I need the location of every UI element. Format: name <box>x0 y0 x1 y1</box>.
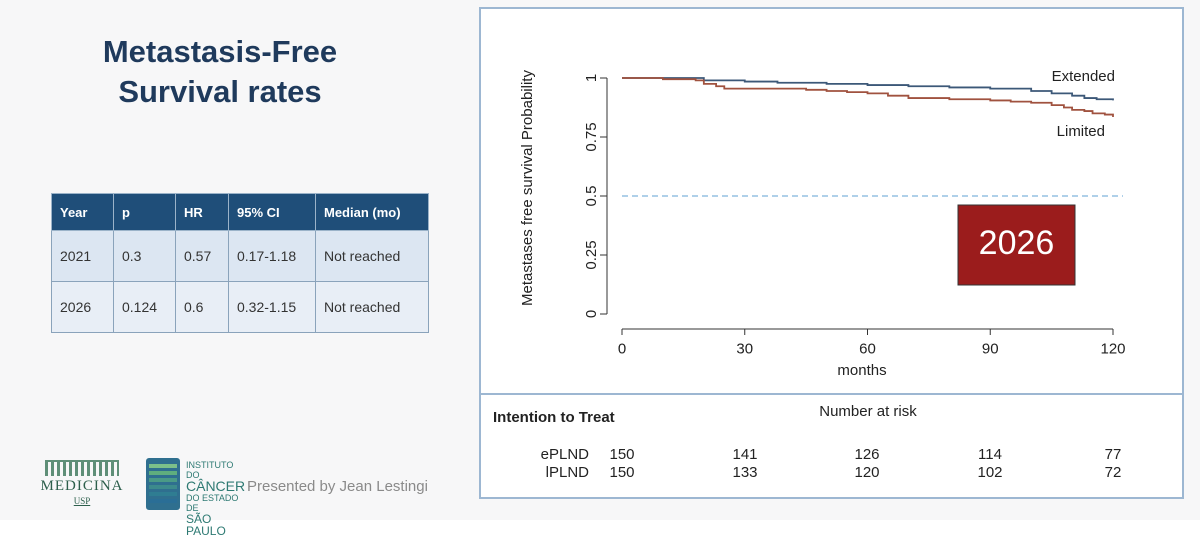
risk-value: 102 <box>977 464 1002 481</box>
icesp-line: CÂNCER <box>186 478 246 494</box>
table-header-row: Year p HR 95% CI Median (mo) <box>51 193 429 231</box>
cell-year: 2021 <box>51 230 114 282</box>
icesp-mark-icon <box>146 458 180 510</box>
cell-year: 2026 <box>51 281 114 333</box>
series-label-extended: Extended <box>1052 68 1115 85</box>
icesp-line: DO ESTADO DE <box>186 493 239 513</box>
risk-value: 72 <box>1105 464 1122 481</box>
survival-curve-extended <box>622 77 1114 101</box>
year-badge <box>957 204 1076 286</box>
cell-p: 0.124 <box>113 281 176 333</box>
risk-row-label: ePLND <box>541 446 590 463</box>
y-tick-label: 0.5 <box>583 186 600 207</box>
x-axis-label: months <box>837 362 886 379</box>
risk-table-title: Number at risk <box>819 403 917 420</box>
y-tick-label: 0 <box>583 310 600 318</box>
x-tick-label: 60 <box>859 340 876 357</box>
survival-stats-table: Year p HR 95% CI Median (mo) 2021 0.3 0.… <box>51 193 429 333</box>
title-line-1: Metastasis-Free <box>102 34 338 69</box>
risk-row-label: lPLND <box>546 464 590 481</box>
x-tick-label: 90 <box>982 340 999 357</box>
y-tick-label: 0.75 <box>583 122 600 151</box>
risk-value: 77 <box>1105 446 1122 463</box>
cell-median: Not reached <box>315 230 429 282</box>
header-hr: HR <box>175 193 229 231</box>
building-icon <box>45 460 119 476</box>
year-badge-label: 2026 <box>979 224 1055 262</box>
table-row: 2026 0.124 0.6 0.32-1.15 Not reached <box>51 281 429 333</box>
series-label-limited: Limited <box>1057 123 1105 140</box>
icesp-line: INSTITUTO DO <box>186 460 234 480</box>
header-ci: 95% CI <box>228 193 316 231</box>
risk-value: 150 <box>609 446 634 463</box>
usp-wordmark: USP <box>73 496 91 506</box>
x-tick-label: 30 <box>736 340 753 357</box>
risk-value: 150 <box>609 464 634 481</box>
header-median: Median (mo) <box>315 193 429 231</box>
risk-value: 120 <box>854 464 879 481</box>
risk-value: 126 <box>854 446 879 463</box>
risk-value: 114 <box>978 446 1002 463</box>
risk-value: 133 <box>732 464 757 481</box>
y-axis-label: Metastases free survival Probability <box>519 70 536 306</box>
title-line-2: Survival rates <box>118 74 322 109</box>
x-tick-label: 0 <box>618 340 626 357</box>
cell-p: 0.3 <box>113 230 176 282</box>
risk-table-title-left: Intention to Treat <box>493 409 615 426</box>
medicina-wordmark: MEDICINA <box>40 478 124 494</box>
y-tick-label: 1 <box>583 74 600 82</box>
cell-ci: 0.32-1.15 <box>228 281 316 333</box>
slide-title: Metastasis-Free Survival rates <box>40 32 400 112</box>
risk-value: 141 <box>732 446 757 463</box>
medicina-usp-logo: MEDICINA USP <box>36 460 128 506</box>
kaplan-meier-chart: 0 0.25 0.5 0.75 1 Metastases free survival Pr… <box>493 68 1126 481</box>
survival-curve-limited <box>622 77 1114 117</box>
x-tick-label: 120 <box>1100 340 1125 357</box>
presenter-credit: Presented by Jean Lestingi <box>247 478 428 495</box>
icesp-logo: INSTITUTO DO CÂNCER DO ESTADO DE SÃO PAU… <box>146 456 245 537</box>
cell-median: Not reached <box>315 281 429 333</box>
y-tick-label: 0.25 <box>583 240 600 269</box>
risk-table-divider <box>481 393 1182 395</box>
